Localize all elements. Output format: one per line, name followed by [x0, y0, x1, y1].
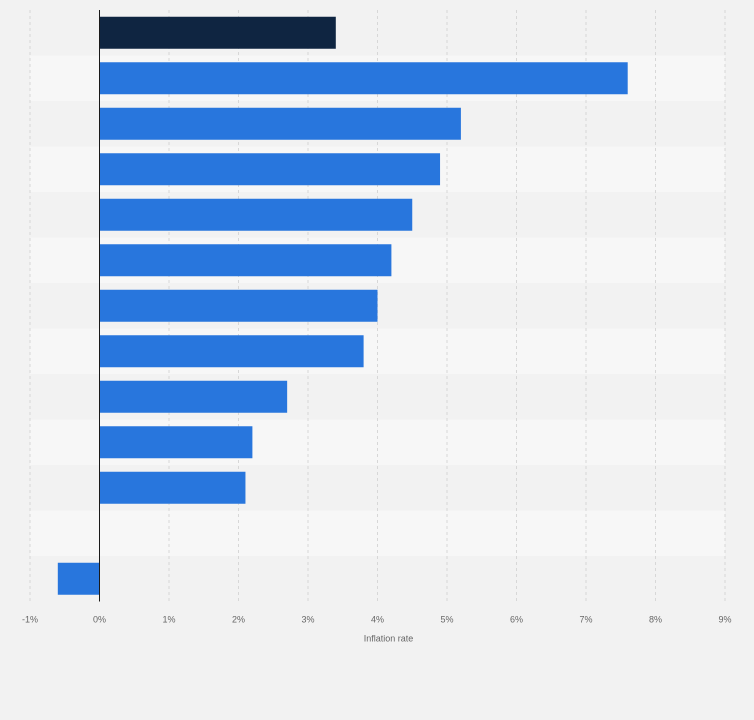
bar [99, 16, 336, 49]
bar [99, 471, 246, 504]
x-tick-label: 2% [232, 615, 245, 625]
bar [99, 335, 364, 368]
x-tick-label: 7% [579, 615, 592, 625]
x-axis-title: Inflation rate [364, 634, 414, 644]
x-tick-label: 8% [649, 615, 662, 625]
x-tick-label: 6% [510, 615, 523, 625]
bar [99, 380, 288, 413]
bar [99, 153, 441, 186]
x-tick-label: -1% [22, 615, 38, 625]
x-tick-label: 5% [440, 615, 453, 625]
bar [99, 289, 378, 322]
x-tick-label: 4% [371, 615, 384, 625]
x-tick-label: 1% [162, 615, 175, 625]
bars [57, 16, 628, 595]
x-tick-label: 3% [301, 615, 314, 625]
bar [57, 562, 100, 595]
x-axis-ticks: -1% 0% 1% 2% 3% 4% 5% 6% 7% 8% 9% [22, 615, 732, 625]
bar [99, 62, 628, 95]
bar [99, 198, 413, 231]
x-tick-label: 9% [718, 615, 731, 625]
bar [99, 107, 461, 140]
bar [99, 244, 392, 277]
bar [99, 426, 253, 459]
x-tick-label: 0% [93, 615, 106, 625]
